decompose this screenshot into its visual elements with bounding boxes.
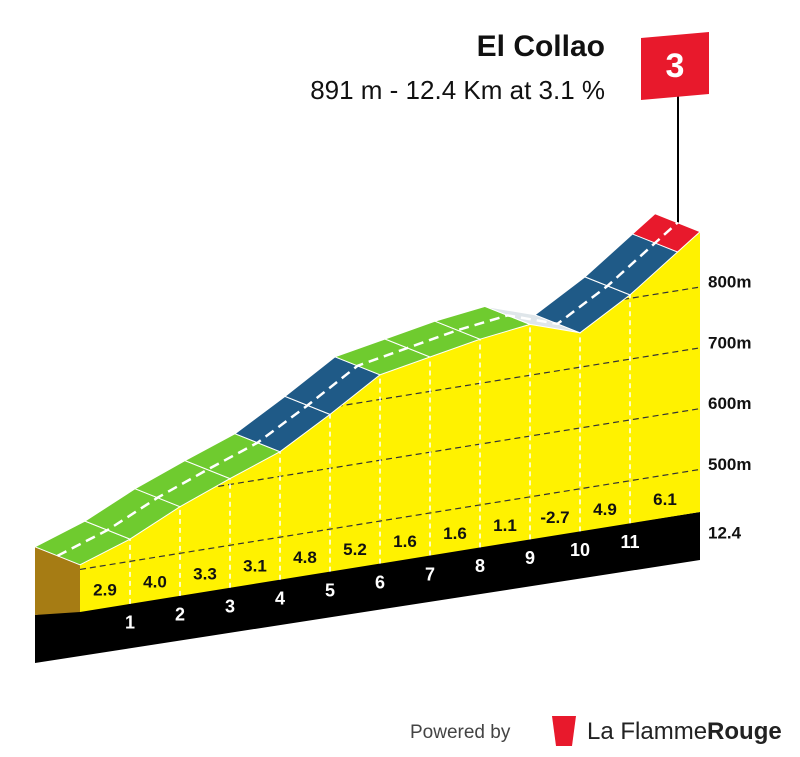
gradient-label: 2.9 xyxy=(93,580,117,599)
x-tick-label: 4 xyxy=(275,588,285,608)
y-tick-label: 700m xyxy=(708,333,751,352)
chart-subtitle: 891 m - 12.4 Km at 3.1 % xyxy=(310,75,605,105)
x-tick-label: 10 xyxy=(570,540,590,560)
footer-prefix: Powered by xyxy=(410,722,511,743)
gradient-label: -2.7 xyxy=(540,508,569,527)
base-band xyxy=(35,512,700,663)
grid-line xyxy=(80,468,700,571)
gradient-label: 3.1 xyxy=(243,556,267,575)
x-tick-label: 12.4 xyxy=(708,523,742,542)
logo xyxy=(552,716,576,746)
x-tick-label: 6 xyxy=(375,572,385,592)
centre-line xyxy=(56,221,679,557)
chart-title: El Collao xyxy=(477,30,605,63)
x-tick-label: 8 xyxy=(475,556,485,576)
y-tick-label: 800m xyxy=(708,273,751,292)
gradient-label: 4.0 xyxy=(143,572,167,591)
x-tick-label: 7 xyxy=(425,564,435,584)
side-face xyxy=(35,546,80,615)
x-tick-label: 11 xyxy=(620,532,639,552)
brand: La Flamme xyxy=(587,718,707,745)
gradient-label: 5.2 xyxy=(343,540,367,559)
footer-brand: La FlammeRouge xyxy=(587,718,782,745)
x-tick-label: 3 xyxy=(225,597,235,617)
category-flag xyxy=(641,32,709,100)
gradient-label: 1.6 xyxy=(393,532,417,551)
gradient-label: 1.6 xyxy=(443,524,467,543)
category-label: 3 xyxy=(666,47,685,85)
x-tick-label: 5 xyxy=(325,580,335,600)
gradient-label: 3.3 xyxy=(193,564,217,583)
y-tick-label: 500m xyxy=(708,455,751,474)
y-tick-label: 600m xyxy=(708,394,751,413)
gradient-label: 1.1 xyxy=(493,516,517,535)
gradient-label: 4.8 xyxy=(293,548,317,567)
front-face xyxy=(80,231,700,612)
gradient-label: 6.1 xyxy=(653,490,677,509)
profile: 1 2 3 4 5 6 7 8 9 10 11 2.9 4.0 3.3 3.1 4.8 5.2 1.6 1.6 1.1… xyxy=(33,213,701,663)
brand-accent: Rouge xyxy=(707,718,782,745)
x-tick-label: 2 xyxy=(175,605,185,625)
x-tick-label: 9 xyxy=(525,548,535,568)
x-tick-label: 1 xyxy=(125,613,135,633)
gradient-label: 4.9 xyxy=(593,500,617,519)
